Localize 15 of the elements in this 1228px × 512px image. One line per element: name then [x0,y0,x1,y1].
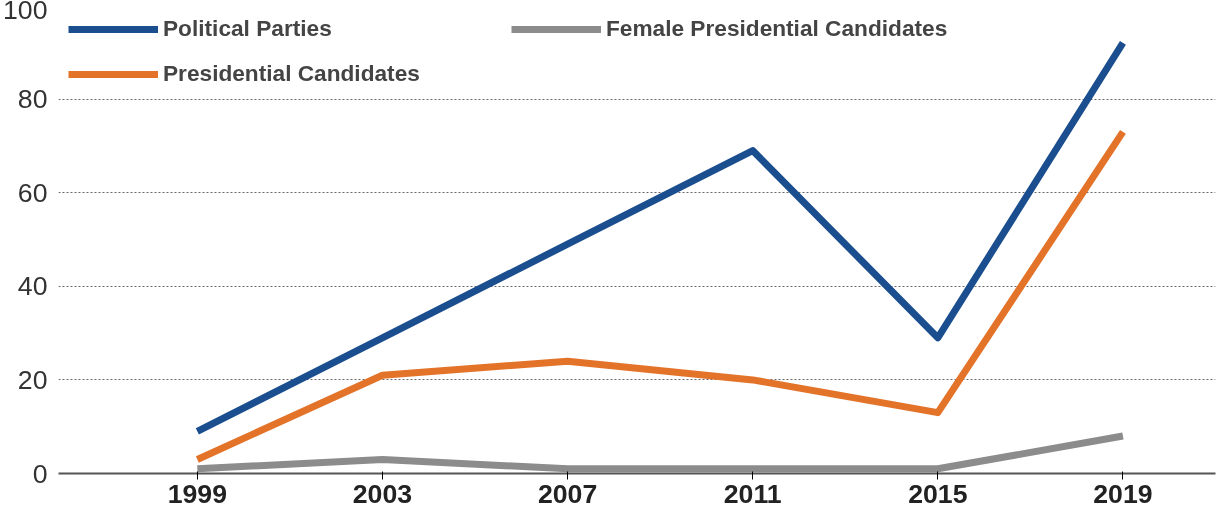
y-tick-label: 20 [17,364,48,395]
y-tick-label: 80 [17,84,48,115]
y-tick-label: 100 [3,0,48,25]
y-tick-label: 60 [17,177,48,208]
legend-label: Political Parties [163,15,333,42]
legend-label: Presidential Candidates [163,60,421,87]
y-tick-label: 40 [17,271,48,302]
x-tick-label: 2019 [1093,478,1153,509]
x-tick-label: 2007 [537,478,598,509]
x-tick-label: 2015 [908,478,968,509]
x-tick-label: 2003 [352,478,413,509]
legend-label: Female Presidential Candidates [606,15,948,42]
y-tick-label: 0 [32,458,48,489]
x-tick-label: 2011 [723,478,782,509]
x-tick-label: 1999 [167,478,227,509]
